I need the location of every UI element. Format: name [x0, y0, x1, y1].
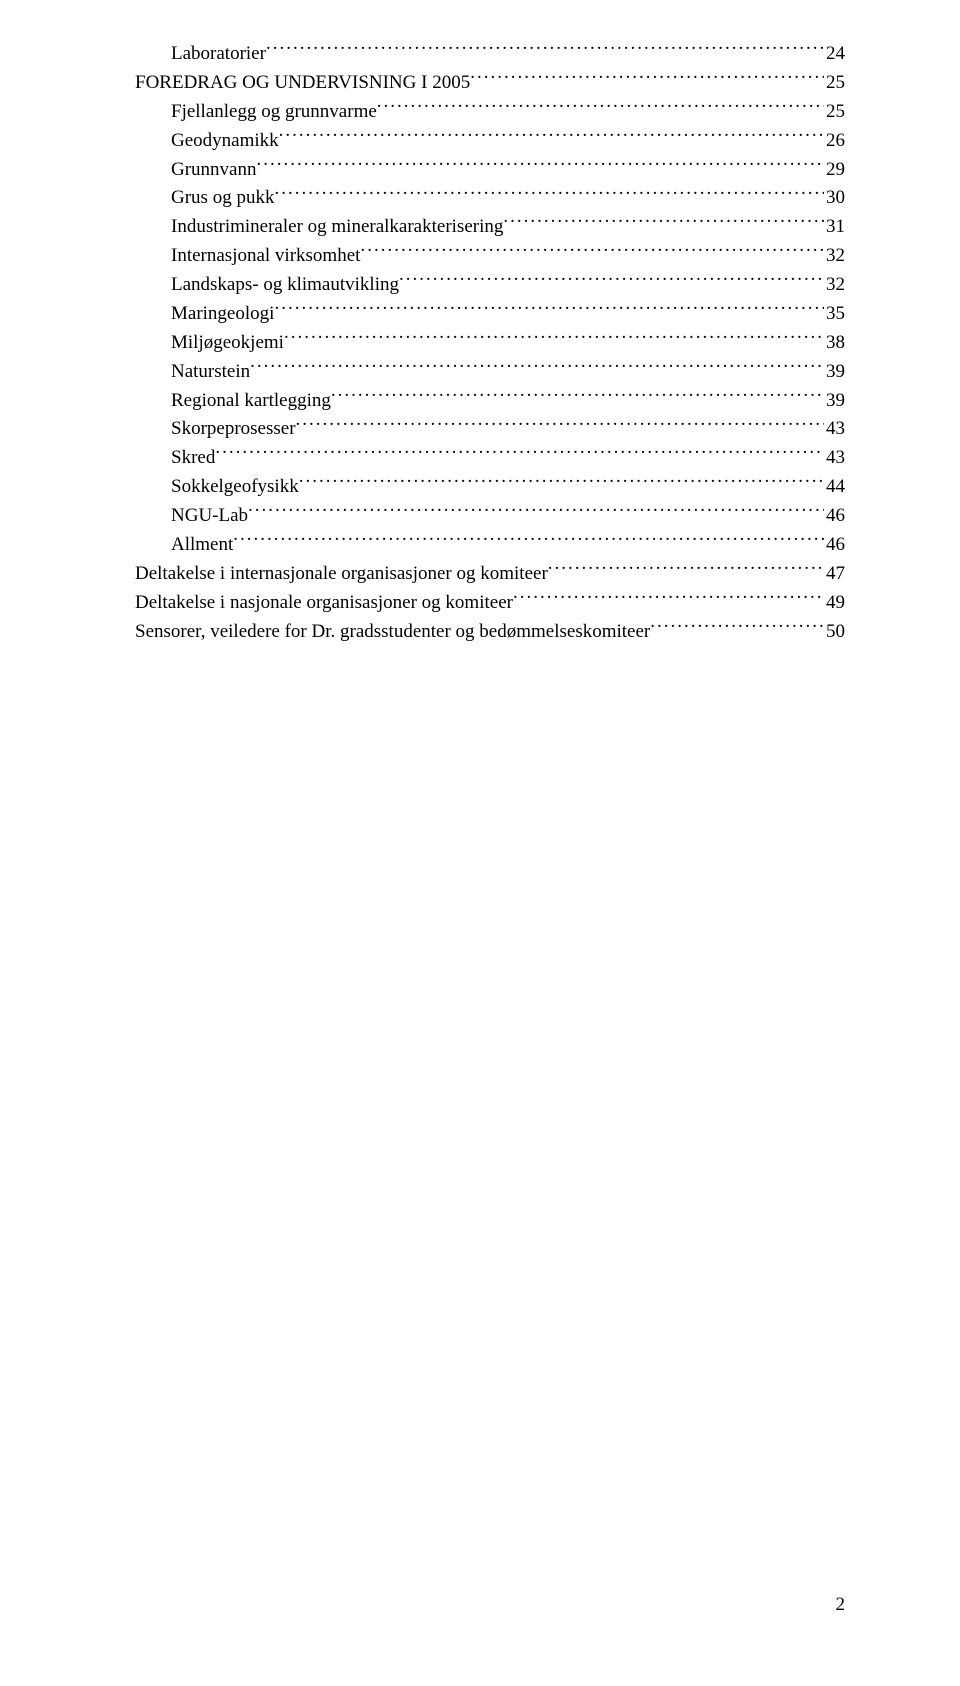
toc-entry: Deltakelse i nasjonale organisasjoner og…	[135, 589, 845, 618]
toc-entry-page: 29	[824, 156, 845, 185]
toc-entry: Maringeologi 35	[135, 300, 845, 329]
toc-entry-label: Skred	[171, 444, 215, 473]
toc-entry: Regional kartlegging 39	[135, 387, 845, 416]
toc-entry-page: 43	[824, 415, 845, 444]
toc-entry: FOREDRAG OG UNDERVISNING I 2005 25	[135, 69, 845, 98]
toc-entry-label: Geodynamikk	[171, 127, 279, 156]
toc-leader-dots	[470, 69, 824, 88]
toc-entry-page: 44	[824, 473, 845, 502]
toc-leader-dots	[274, 184, 824, 203]
toc-leader-dots	[331, 387, 824, 406]
toc-leader-dots	[296, 415, 824, 434]
toc-entry-label: Allment	[171, 531, 233, 560]
toc-leader-dots	[284, 329, 824, 348]
toc-entry-label: Landskaps- og klimautvikling	[171, 271, 399, 300]
toc-entry: Naturstein 39	[135, 358, 845, 387]
toc-entry-page: 35	[824, 300, 845, 329]
toc-entry-label: Deltakelse i internasjonale organisasjon…	[135, 560, 548, 589]
toc-entry: Landskaps- og klimautvikling 32	[135, 271, 845, 300]
toc-entry: Deltakelse i internasjonale organisasjon…	[135, 560, 845, 589]
toc-entry-page: 39	[824, 387, 845, 416]
toc-entry-label: Deltakelse i nasjonale organisasjoner og…	[135, 589, 513, 618]
toc-leader-dots	[548, 560, 824, 579]
toc-entry-label: Maringeologi	[171, 300, 274, 329]
page-number: 2	[836, 1594, 846, 1616]
toc-leader-dots	[250, 358, 824, 377]
toc-entry: Miljøgeokjemi 38	[135, 329, 845, 358]
toc-entry-page: 46	[824, 531, 845, 560]
toc-entry-label: NGU-Lab	[171, 502, 248, 531]
toc-leader-dots	[360, 242, 824, 261]
toc-entry: Sensorer, veiledere for Dr. gradsstudent…	[135, 618, 845, 647]
toc-entry-page: 25	[824, 98, 845, 127]
toc-entry-page: 32	[824, 242, 845, 271]
toc-entry: Grus og pukk 30	[135, 184, 845, 213]
toc-entry: NGU-Lab 46	[135, 502, 845, 531]
table-of-contents: Laboratorier24FOREDRAG OG UNDERVISNING I…	[135, 40, 845, 646]
toc-leader-dots	[399, 271, 824, 290]
toc-entry-page: 26	[824, 127, 845, 156]
toc-entry: Sokkelgeofysikk 44	[135, 473, 845, 502]
toc-entry-label: Internasjonal virksomhet	[171, 242, 360, 271]
toc-entry-page: 38	[824, 329, 845, 358]
toc-entry: Internasjonal virksomhet 32	[135, 242, 845, 271]
toc-entry-page: 25	[824, 69, 845, 98]
toc-leader-dots	[256, 156, 824, 175]
toc-leader-dots	[650, 618, 824, 637]
toc-entry-label: FOREDRAG OG UNDERVISNING I 2005	[135, 69, 470, 98]
toc-entry-page: 31	[824, 213, 845, 242]
toc-leader-dots	[377, 98, 824, 117]
toc-entry-page: 49	[824, 589, 845, 618]
toc-entry-label: Grunnvann	[171, 156, 256, 185]
toc-entry-page: 50	[824, 618, 845, 647]
toc-entry: Industrimineraler og mineralkarakteriser…	[135, 213, 845, 242]
toc-entry-page: 46	[824, 502, 845, 531]
toc-entry-page: 47	[824, 560, 845, 589]
toc-entry: Allment 46	[135, 531, 845, 560]
toc-leader-dots	[266, 40, 824, 59]
toc-entry-label: Sensorer, veiledere for Dr. gradsstudent…	[135, 618, 650, 647]
toc-entry-label: Miljøgeokjemi	[171, 329, 284, 358]
toc-entry-page: 24	[824, 40, 845, 69]
toc-entry: Geodynamikk 26	[135, 127, 845, 156]
toc-entry: Grunnvann 29	[135, 156, 845, 185]
toc-leader-dots	[233, 531, 824, 550]
toc-entry-page: 32	[824, 271, 845, 300]
toc-entry-page: 43	[824, 444, 845, 473]
toc-entry-label: Industrimineraler og mineralkarakteriser…	[171, 213, 503, 242]
toc-leader-dots	[503, 213, 824, 232]
toc-entry: Laboratorier 24	[135, 40, 845, 69]
toc-leader-dots	[215, 444, 824, 463]
toc-entry-label: Fjellanlegg og grunnvarme	[171, 98, 377, 127]
toc-entry-label: Grus og pukk	[171, 184, 274, 213]
toc-entry-label: Regional kartlegging	[171, 387, 331, 416]
toc-entry: Skred 43	[135, 444, 845, 473]
toc-leader-dots	[513, 589, 824, 608]
toc-leader-dots	[279, 127, 824, 146]
toc-entry-label: Skorpeprosesser	[171, 415, 296, 444]
toc-leader-dots	[248, 502, 824, 521]
toc-entry: Fjellanlegg og grunnvarme 25	[135, 98, 845, 127]
toc-entry-page: 39	[824, 358, 845, 387]
toc-entry: Skorpeprosesser 43	[135, 415, 845, 444]
toc-leader-dots	[299, 473, 824, 492]
toc-entry-page: 30	[824, 184, 845, 213]
toc-leader-dots	[274, 300, 824, 319]
toc-entry-label: Sokkelgeofysikk	[171, 473, 299, 502]
toc-entry-label: Laboratorier	[171, 40, 266, 69]
toc-entry-label: Naturstein	[171, 358, 250, 387]
